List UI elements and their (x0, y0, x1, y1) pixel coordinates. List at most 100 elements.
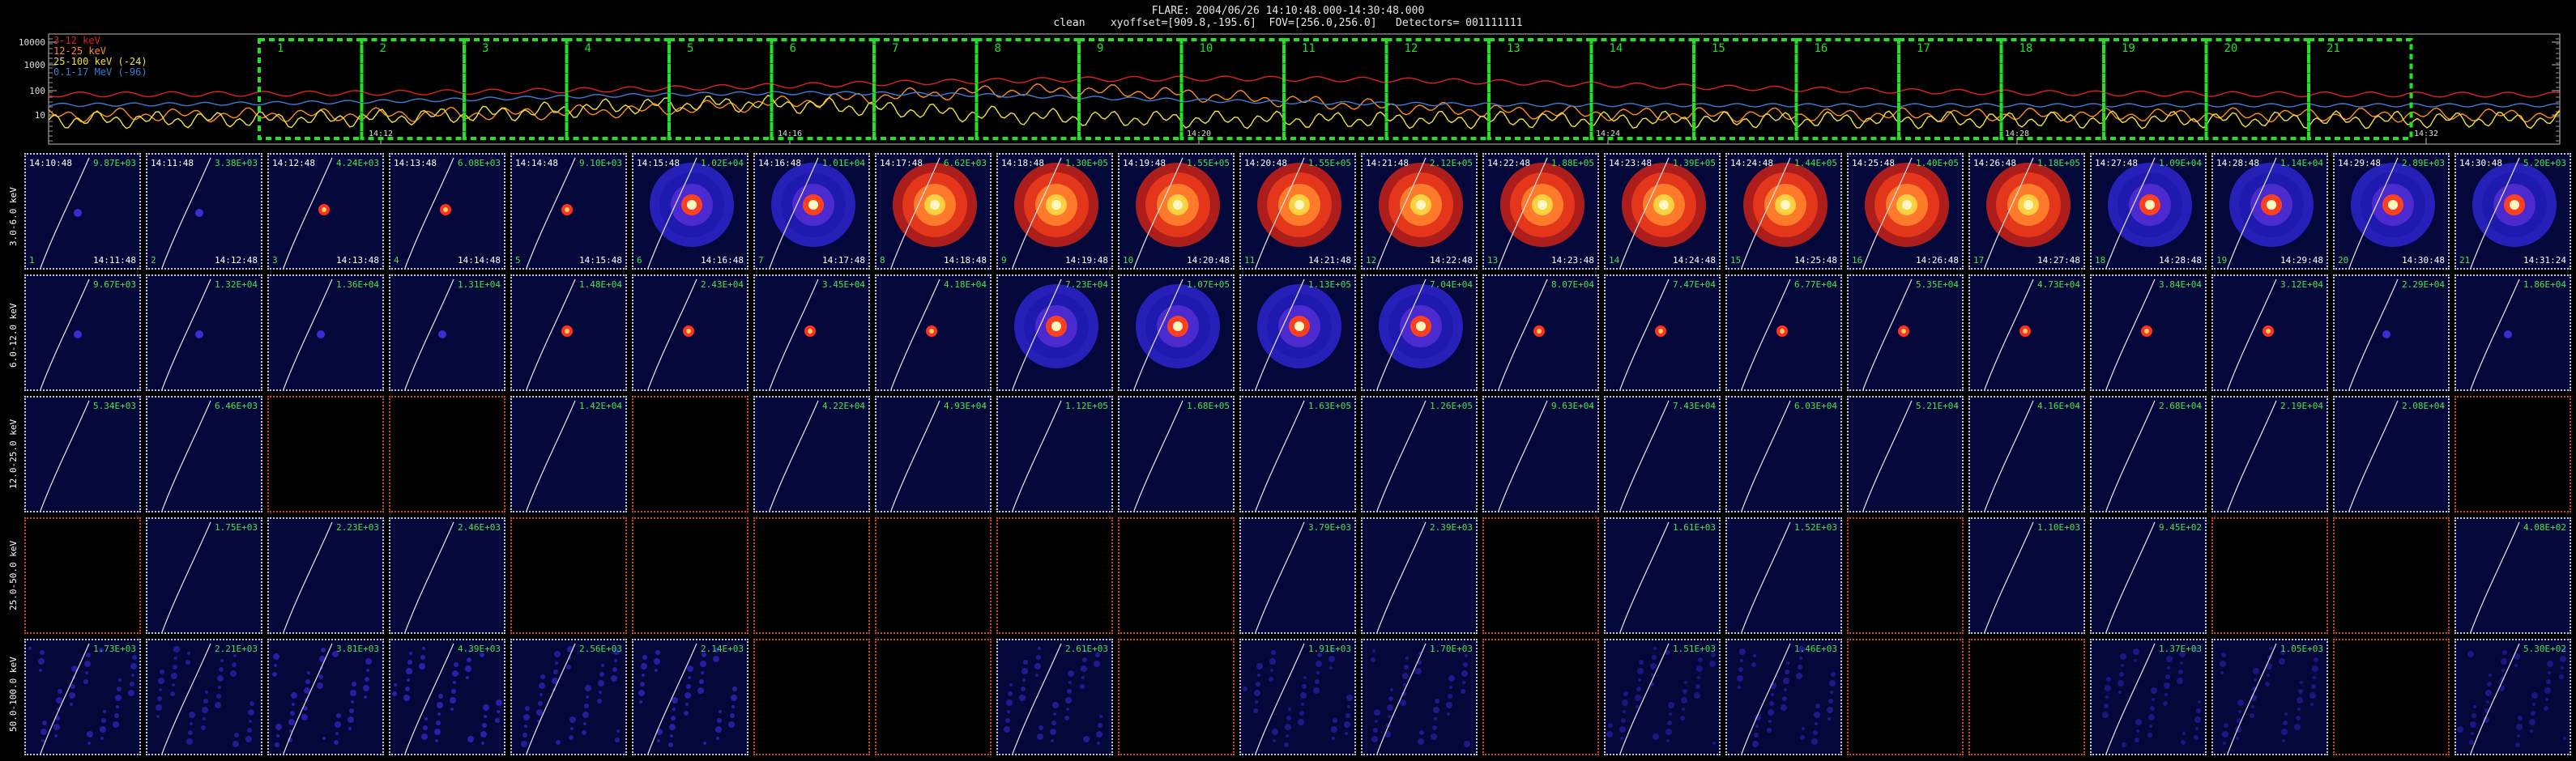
image-tile[interactable]: 3.79E+03 (1239, 517, 1356, 634)
time-interval-box[interactable] (2204, 38, 2310, 140)
image-tile[interactable]: 14:21:48 14:22:48 12 2.12E+05 (1361, 153, 1478, 270)
time-interval-box[interactable] (1179, 38, 1286, 140)
image-tile[interactable]: 14:26:48 14:27:48 17 1.18E+05 (1968, 153, 2085, 270)
image-tile[interactable]: 1.51E+03 (1604, 639, 1721, 755)
image-tile[interactable]: 1.75E+03 (146, 517, 262, 634)
time-interval-box[interactable] (1794, 38, 1900, 140)
time-interval-box[interactable] (2102, 38, 2208, 140)
image-tile[interactable]: 2.23E+03 (267, 517, 384, 634)
image-tile[interactable]: 1.07E+05 (1118, 274, 1235, 391)
image-tile[interactable]: 2.56E+03 (510, 639, 627, 755)
time-interval-box[interactable] (975, 38, 1081, 140)
image-tile[interactable] (2333, 639, 2450, 755)
image-tile[interactable]: 2.46E+03 (389, 517, 505, 634)
time-interval-box[interactable] (360, 38, 466, 140)
image-tile[interactable]: 1.52E+03 (1725, 517, 1842, 634)
image-tile[interactable]: 4.22E+04 (753, 396, 870, 512)
image-tile[interactable]: 6.77E+04 (1725, 274, 1842, 391)
time-interval-box[interactable] (1897, 38, 2003, 140)
image-tile[interactable]: 1.13E+05 (1239, 274, 1356, 391)
image-tile[interactable] (510, 517, 627, 634)
image-tile[interactable]: 1.36E+04 (267, 274, 384, 391)
image-tile[interactable]: 8.07E+04 (1482, 274, 1599, 391)
image-tile[interactable]: 14:14:48 14:15:48 5 9.10E+03 (510, 153, 627, 270)
image-tile[interactable]: 2.29E+04 (2333, 274, 2450, 391)
image-tile[interactable]: 2.14E+03 (632, 639, 748, 755)
image-tile[interactable]: 14:24:48 14:25:48 15 1.44E+05 (1725, 153, 1842, 270)
image-tile[interactable] (1968, 639, 2085, 755)
image-tile[interactable]: 1.46E+03 (1725, 639, 1842, 755)
time-interval-box[interactable] (2307, 38, 2413, 140)
image-tile[interactable]: 1.42E+04 (510, 396, 627, 512)
image-tile[interactable]: 14:16:48 14:17:48 7 1.01E+04 (753, 153, 870, 270)
image-tile[interactable] (2333, 517, 2450, 634)
image-tile[interactable] (267, 396, 384, 512)
image-tile[interactable]: 5.30E+02 (2454, 639, 2571, 755)
image-tile[interactable]: 14:23:48 14:24:48 14 1.39E+05 (1604, 153, 1721, 270)
image-tile[interactable]: 7.47E+04 (1604, 274, 1721, 391)
image-tile[interactable]: 7.04E+04 (1361, 274, 1478, 391)
image-tile[interactable]: 4.39E+03 (389, 639, 505, 755)
image-tile[interactable]: 4.73E+04 (1968, 274, 2085, 391)
image-tile[interactable]: 1.70E+03 (1361, 639, 1478, 755)
image-tile[interactable]: 14:27:48 14:28:48 18 1.09E+04 (2090, 153, 2207, 270)
image-tile[interactable]: 5.35E+04 (1847, 274, 1964, 391)
image-tile[interactable] (753, 517, 870, 634)
image-tile[interactable]: 14:11:48 14:12:48 2 3.38E+03 (146, 153, 262, 270)
image-tile[interactable]: 14:29:48 14:30:48 20 2.89E+03 (2333, 153, 2450, 270)
image-tile[interactable]: 3.81E+03 (267, 639, 384, 755)
time-interval-box[interactable] (1999, 38, 2105, 140)
image-tile[interactable]: 3.45E+04 (753, 274, 870, 391)
time-interval-box[interactable] (1589, 38, 1695, 140)
image-tile[interactable]: 9.63E+04 (1482, 396, 1599, 512)
image-tile[interactable]: 9.67E+03 (24, 274, 141, 391)
image-tile[interactable]: 2.68E+04 (2090, 396, 2207, 512)
image-tile[interactable]: 1.86E+04 (2454, 274, 2571, 391)
image-tile[interactable]: 1.61E+03 (1604, 517, 1721, 634)
image-tile[interactable] (1482, 517, 1599, 634)
image-tile[interactable] (996, 517, 1113, 634)
image-tile[interactable]: 1.26E+05 (1361, 396, 1478, 512)
image-tile[interactable]: 14:15:48 14:16:48 6 1.02E+04 (632, 153, 748, 270)
time-interval-box[interactable] (565, 38, 671, 140)
image-tile[interactable]: 4.08E+02 (2454, 517, 2571, 634)
image-tile[interactable] (24, 517, 141, 634)
image-tile[interactable]: 1.48E+04 (510, 274, 627, 391)
image-tile[interactable]: 1.91E+03 (1239, 639, 1356, 755)
image-tile[interactable]: 6.03E+04 (1725, 396, 1842, 512)
time-interval-box[interactable] (770, 38, 876, 140)
image-tile[interactable]: 2.21E+03 (146, 639, 262, 755)
image-tile[interactable]: 1.31E+04 (389, 274, 505, 391)
image-tile[interactable]: 5.34E+03 (24, 396, 141, 512)
image-tile[interactable]: 1.32E+04 (146, 274, 262, 391)
image-tile[interactable]: 1.63E+05 (1239, 396, 1356, 512)
image-tile[interactable] (1118, 517, 1235, 634)
image-tile[interactable]: 14:25:48 14:26:48 16 1.40E+05 (1847, 153, 1964, 270)
image-tile[interactable]: 14:28:48 14:29:48 19 1.14E+04 (2211, 153, 2328, 270)
image-tile[interactable]: 1.12E+05 (996, 396, 1113, 512)
image-tile[interactable]: 3.84E+04 (2090, 274, 2207, 391)
time-interval-box[interactable] (1077, 38, 1184, 140)
time-interval-box[interactable] (872, 38, 979, 140)
image-tile[interactable] (389, 396, 505, 512)
image-tile[interactable]: 14:13:48 14:14:48 4 6.08E+03 (389, 153, 505, 270)
time-interval-box[interactable] (1487, 38, 1593, 140)
time-interval-box[interactable] (667, 38, 774, 140)
image-tile[interactable] (1847, 517, 1964, 634)
image-tile[interactable]: 3.12E+04 (2211, 274, 2328, 391)
image-tile[interactable]: 1.05E+03 (2211, 639, 2328, 755)
time-interval-box[interactable] (1282, 38, 1388, 140)
image-tile[interactable] (753, 639, 870, 755)
image-tile[interactable] (2454, 396, 2571, 512)
image-tile[interactable]: 2.61E+03 (996, 639, 1113, 755)
image-tile[interactable]: 2.08E+04 (2333, 396, 2450, 512)
image-tile[interactable]: 14:20:48 14:21:48 11 1.55E+05 (1239, 153, 1356, 270)
image-tile[interactable] (632, 517, 748, 634)
image-tile[interactable]: 7.43E+04 (1604, 396, 1721, 512)
image-tile[interactable]: 2.39E+03 (1361, 517, 1478, 634)
image-tile[interactable] (632, 396, 748, 512)
time-interval-box[interactable] (258, 38, 364, 140)
image-tile[interactable] (2211, 517, 2328, 634)
image-tile[interactable]: 14:12:48 14:13:48 3 4.24E+03 (267, 153, 384, 270)
image-tile[interactable]: 1.73E+03 (24, 639, 141, 755)
